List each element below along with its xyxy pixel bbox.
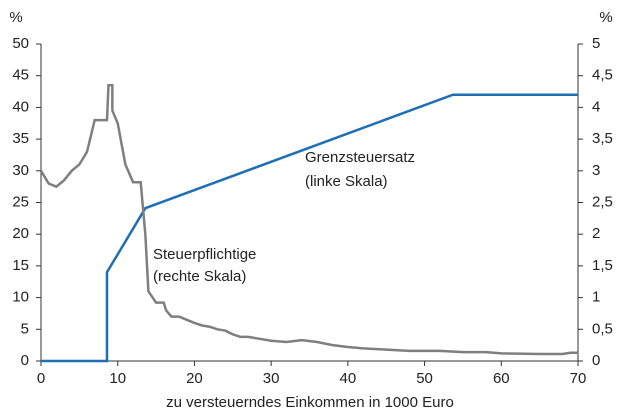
y2-tick-label: 2,5 [592,193,613,210]
y2-tick-label: 1,5 [592,257,613,274]
y-tick-label: 5 [21,320,29,337]
y2-tick-label: 4,5 [592,67,613,84]
y2-tick-label: 3 [592,162,600,179]
y-tick-label: 15 [12,257,29,274]
y-tick-label: 40 [12,98,29,115]
y-axis-unit: % [9,9,22,26]
x-tick-label: 10 [109,370,126,387]
y2-tick-label: 2 [592,225,600,242]
y-tick-label: 10 [12,289,29,306]
x-tick-label: 20 [186,370,203,387]
y2-tick-label: 3,5 [592,130,613,147]
y2-tick-label: 0 [592,352,600,369]
x-tick-label: 70 [570,370,587,387]
y-tick-label: 50 [12,35,29,52]
x-axis-label: zu versteuerndes Einkommen in 1000 Euro [166,394,454,411]
annotation: Grenzsteuersatz [305,149,415,166]
y-tick-label: 45 [12,67,29,84]
y-tick-label: 35 [12,130,29,147]
annotation: Steuerpflichtige [153,246,256,263]
x-tick-label: 30 [263,370,280,387]
x-tick-label: 60 [493,370,510,387]
x-tick-label: 40 [340,370,357,387]
y-tick-label: 20 [12,225,29,242]
y2-tick-label: 4 [592,98,600,115]
x-tick-label: 50 [416,370,433,387]
y2-tick-label: 5 [592,35,600,52]
annotation: (linke Skala) [305,173,388,190]
y2-tick-label: 0,5 [592,320,613,337]
y-tick-label: 30 [12,162,29,179]
x-tick-label: 0 [37,370,45,387]
annotation: (rechte Skala) [153,268,246,285]
series-line [41,93,578,363]
y-tick-label: 0 [21,352,29,369]
y2-axis-unit: % [599,9,612,26]
series-line [39,83,578,356]
y2-tick-label: 1 [592,289,600,306]
y-tick-label: 25 [12,193,29,210]
